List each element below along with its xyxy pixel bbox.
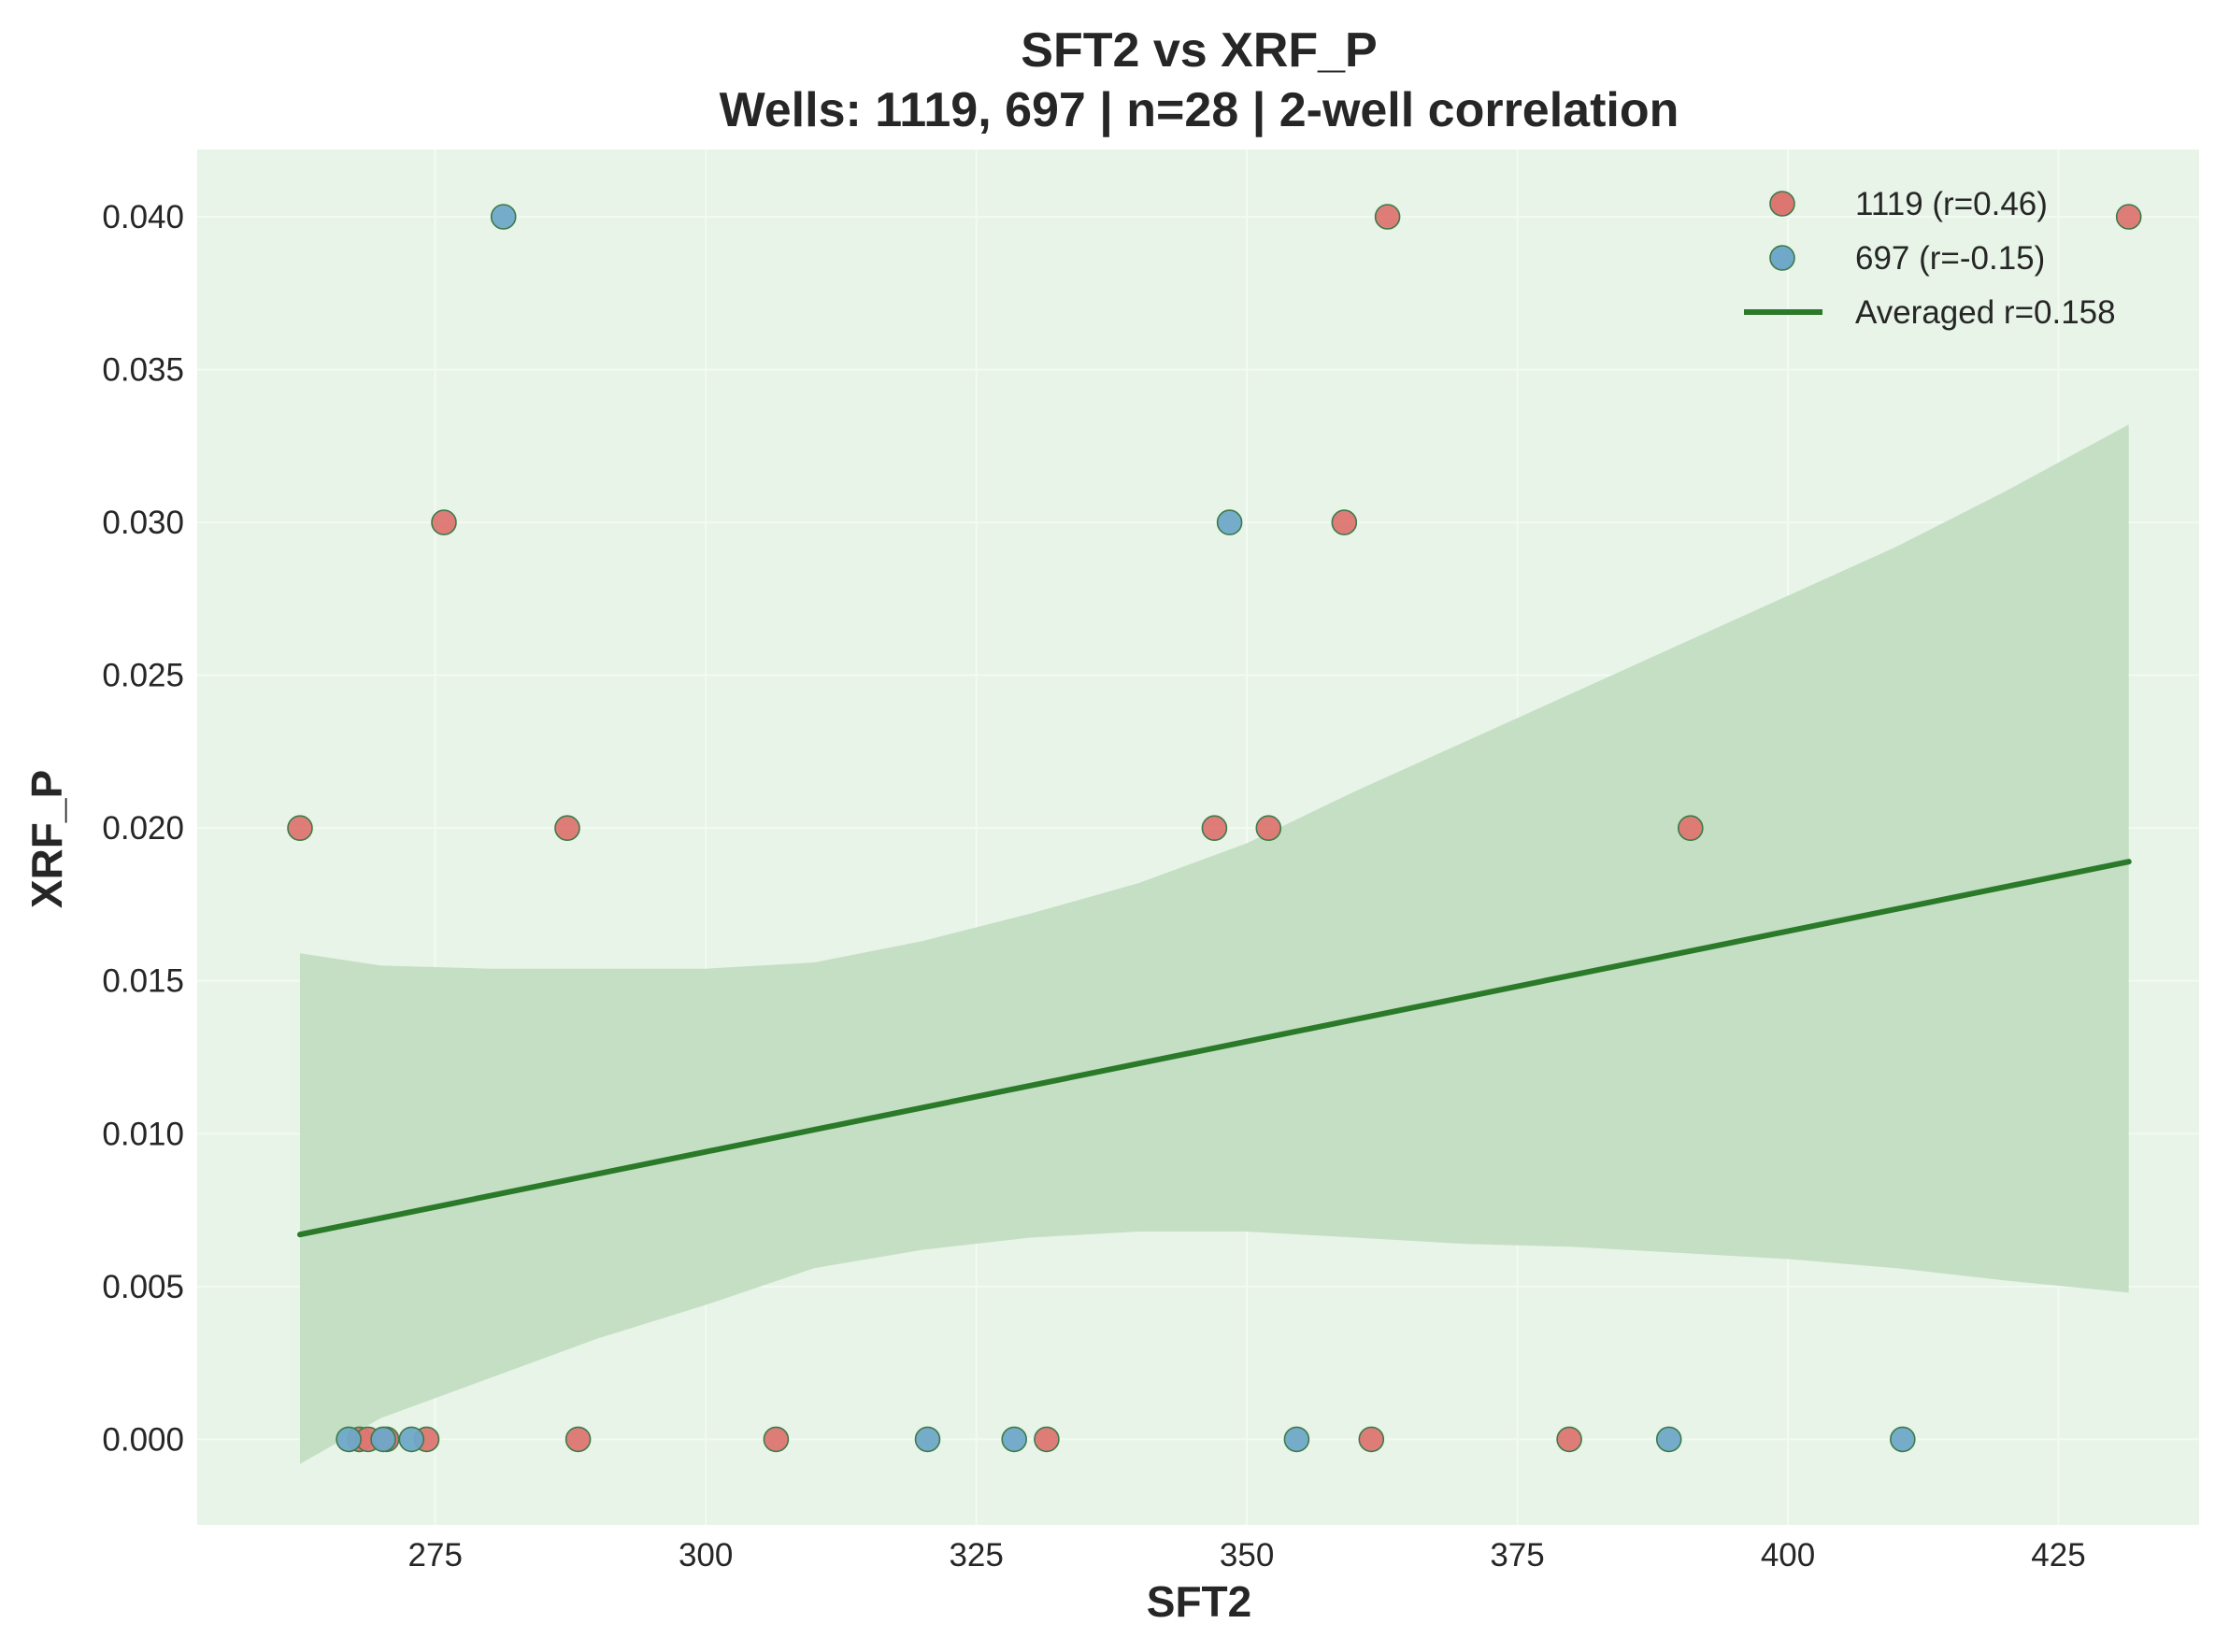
y-tick-label: 0.035 <box>102 352 184 389</box>
x-tick-label: 400 <box>1761 1537 1815 1574</box>
y-tick-label: 0.040 <box>102 199 184 235</box>
x-axis-ticks: 275 300 325 350 375 400 425 <box>408 1537 2086 1574</box>
y-tick-label: 0.010 <box>102 1116 184 1152</box>
y-tick-label: 0.025 <box>102 658 184 694</box>
y-tick-label: 0.000 <box>102 1421 184 1458</box>
data-point-1119 <box>1255 815 1282 842</box>
legend-label-fit: Averaged r=0.158 <box>1855 294 2116 331</box>
data-point-1119 <box>763 1426 790 1453</box>
data-point-1119 <box>2115 204 2142 230</box>
y-axis-label: XRF_P <box>22 770 71 908</box>
data-point-1119 <box>1201 815 1228 842</box>
data-point-697 <box>1283 1426 1310 1453</box>
x-tick-label: 325 <box>949 1537 1003 1574</box>
legend-label-697: 697 (r=-0.15) <box>1855 240 2045 277</box>
data-point-697 <box>398 1426 425 1453</box>
confidence-band <box>300 424 2129 1464</box>
chart-title: SFT2 vs XRF_P <box>1021 23 1377 78</box>
y-tick-label: 0.030 <box>102 505 184 541</box>
x-tick-label: 375 <box>1490 1537 1544 1574</box>
scatter-points <box>287 204 2142 1453</box>
data-point-697 <box>1216 509 1243 535</box>
data-point-697 <box>370 1426 396 1453</box>
y-tick-label: 0.005 <box>102 1269 184 1305</box>
chart-subtitle: Wells: 1119, 697 | n=28 | 2-well correla… <box>720 83 1679 137</box>
data-point-697 <box>1655 1426 1682 1453</box>
data-point-1119 <box>1331 509 1358 535</box>
data-point-697 <box>490 204 517 230</box>
fit-line <box>296 859 2132 1238</box>
data-point-697 <box>336 1426 362 1453</box>
data-point-1119 <box>1034 1426 1060 1453</box>
x-tick-label: 350 <box>1220 1537 1274 1574</box>
data-point-1119 <box>1678 815 1704 842</box>
y-tick-label: 0.020 <box>102 810 184 847</box>
data-point-1119 <box>564 1426 592 1453</box>
y-tick-label: 0.015 <box>102 963 184 1000</box>
data-point-1119 <box>287 815 313 842</box>
data-point-1119 <box>1374 204 1401 230</box>
legend-label-1119: 1119 (r=0.46) <box>1855 186 2048 222</box>
data-point-1119 <box>431 509 457 535</box>
y-axis-ticks: 0.000 0.005 0.010 0.015 0.020 0.025 0.030 0.035… <box>102 199 184 1458</box>
data-point-697 <box>914 1426 941 1453</box>
x-axis-label: SFT2 <box>1147 1577 1251 1626</box>
data-point-697 <box>1001 1426 1027 1453</box>
data-point-1119 <box>1358 1426 1385 1453</box>
data-point-1119 <box>1556 1426 1582 1453</box>
legend-marker-1119 <box>1769 191 1795 217</box>
data-point-697 <box>1890 1426 1916 1453</box>
x-tick-label: 275 <box>408 1537 463 1574</box>
legend-marker-697 <box>1769 245 1795 271</box>
data-point-1119 <box>554 815 580 842</box>
legend: 1119 (r=0.46) 697 (r=-0.15) Averaged r=0… <box>1744 186 2116 331</box>
x-tick-label: 300 <box>679 1537 733 1574</box>
x-tick-label: 425 <box>2031 1537 2085 1574</box>
